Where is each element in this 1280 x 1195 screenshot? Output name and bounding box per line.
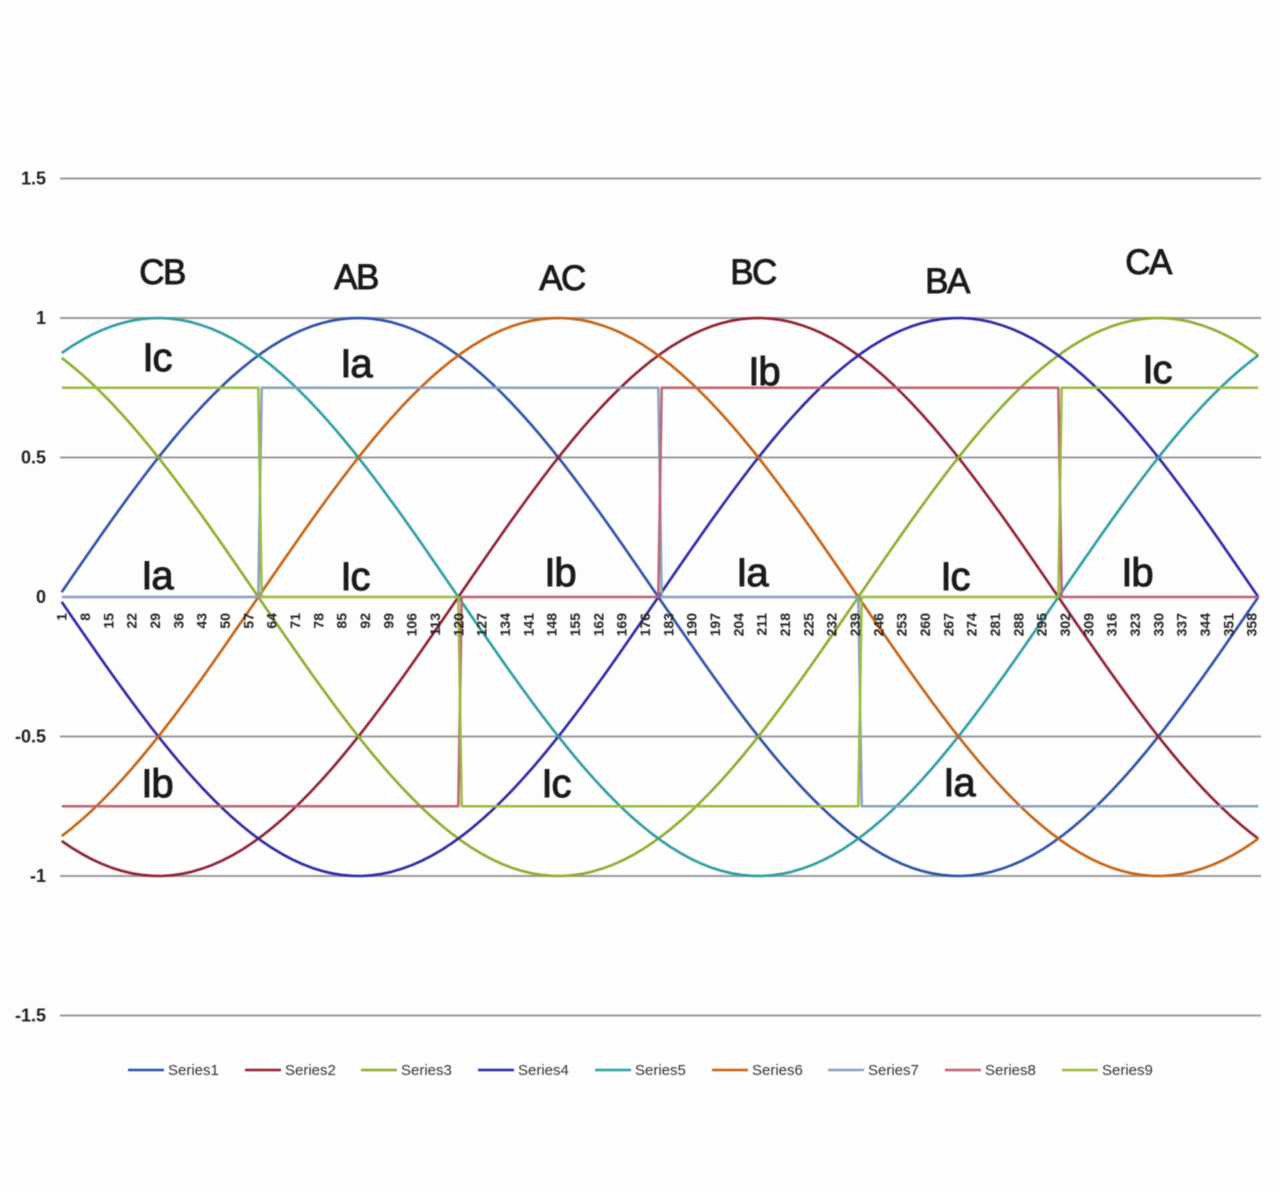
svg-text:Series7: Series7 — [868, 1062, 919, 1079]
svg-text:106: 106 — [404, 613, 420, 637]
svg-text:Ic: Ic — [541, 762, 570, 806]
svg-text:134: 134 — [497, 613, 513, 637]
svg-text:288: 288 — [1010, 613, 1026, 637]
svg-text:Ic: Ic — [1142, 348, 1171, 392]
svg-text:CB: CB — [139, 253, 185, 292]
svg-text:260: 260 — [917, 613, 933, 637]
svg-text:337: 337 — [1174, 613, 1190, 637]
svg-text:22: 22 — [124, 613, 140, 629]
svg-text:358: 358 — [1244, 613, 1260, 637]
svg-text:-0.5: -0.5 — [15, 727, 46, 747]
svg-text:Ia: Ia — [943, 761, 976, 805]
svg-text:-1: -1 — [30, 866, 46, 886]
svg-text:29: 29 — [147, 613, 163, 629]
svg-text:Ib: Ib — [748, 350, 779, 394]
svg-text:148: 148 — [544, 613, 560, 637]
svg-text:BA: BA — [925, 262, 971, 301]
svg-text:-1.5: -1.5 — [15, 1006, 46, 1026]
svg-text:176: 176 — [637, 613, 653, 637]
svg-text:127: 127 — [474, 613, 490, 637]
svg-text:316: 316 — [1104, 613, 1120, 637]
svg-text:64: 64 — [264, 613, 280, 629]
svg-text:0.5: 0.5 — [21, 448, 46, 468]
svg-text:Series6: Series6 — [752, 1062, 803, 1079]
svg-text:211: 211 — [754, 613, 770, 636]
svg-text:204: 204 — [730, 613, 746, 637]
svg-text:Ia: Ia — [340, 342, 373, 386]
svg-text:36: 36 — [170, 613, 186, 629]
svg-text:0: 0 — [36, 587, 46, 607]
svg-text:Ia: Ia — [141, 554, 174, 598]
svg-text:85: 85 — [334, 613, 350, 629]
svg-text:Ic: Ic — [340, 555, 369, 599]
svg-text:AB: AB — [334, 258, 378, 297]
svg-text:71: 71 — [287, 613, 303, 629]
svg-text:Series3: Series3 — [401, 1062, 452, 1079]
svg-text:Ib: Ib — [544, 551, 575, 595]
svg-text:8: 8 — [77, 613, 93, 621]
svg-text:302: 302 — [1057, 613, 1073, 637]
svg-text:AC: AC — [539, 259, 585, 298]
svg-text:323: 323 — [1127, 613, 1143, 637]
svg-text:Ic: Ic — [142, 336, 171, 380]
svg-text:Series2: Series2 — [285, 1062, 336, 1079]
svg-text:281: 281 — [987, 613, 1003, 637]
svg-text:50: 50 — [217, 613, 233, 629]
svg-text:253: 253 — [894, 613, 910, 637]
svg-text:1.5: 1.5 — [21, 169, 46, 189]
svg-text:Series1: Series1 — [168, 1062, 219, 1079]
svg-text:141: 141 — [520, 613, 536, 637]
svg-text:78: 78 — [310, 613, 326, 629]
svg-text:344: 344 — [1197, 613, 1213, 637]
svg-text:Ib: Ib — [1121, 551, 1152, 595]
svg-text:309: 309 — [1080, 613, 1096, 637]
svg-text:239: 239 — [847, 613, 863, 637]
svg-text:92: 92 — [357, 613, 373, 629]
svg-text:1: 1 — [36, 308, 46, 328]
svg-text:Series5: Series5 — [635, 1062, 686, 1079]
svg-text:351: 351 — [1220, 613, 1236, 637]
svg-text:267: 267 — [940, 613, 956, 637]
svg-text:162: 162 — [590, 613, 606, 637]
svg-text:246: 246 — [870, 613, 886, 637]
svg-text:57: 57 — [240, 613, 256, 629]
svg-text:Series8: Series8 — [985, 1062, 1036, 1079]
svg-text:CA: CA — [1125, 243, 1173, 282]
svg-text:190: 190 — [684, 613, 700, 637]
svg-text:232: 232 — [824, 613, 840, 637]
svg-text:274: 274 — [964, 613, 980, 637]
svg-text:169: 169 — [614, 613, 630, 637]
svg-text:225: 225 — [800, 613, 816, 637]
svg-text:1: 1 — [54, 613, 70, 621]
svg-text:BC: BC — [730, 253, 776, 292]
svg-text:43: 43 — [194, 613, 210, 629]
svg-text:218: 218 — [777, 613, 793, 637]
svg-text:Ia: Ia — [736, 551, 769, 595]
svg-text:155: 155 — [567, 613, 583, 637]
svg-text:183: 183 — [660, 613, 676, 637]
svg-text:15: 15 — [100, 613, 116, 629]
svg-text:113: 113 — [427, 613, 443, 636]
svg-text:197: 197 — [707, 613, 723, 637]
svg-text:Ic: Ic — [940, 555, 969, 599]
svg-text:120: 120 — [450, 613, 466, 637]
svg-text:330: 330 — [1150, 613, 1166, 637]
svg-text:Series4: Series4 — [518, 1062, 569, 1079]
svg-text:99: 99 — [380, 613, 396, 629]
svg-text:Series9: Series9 — [1102, 1062, 1153, 1079]
svg-text:295: 295 — [1034, 613, 1050, 637]
svg-text:Ib: Ib — [141, 762, 172, 806]
